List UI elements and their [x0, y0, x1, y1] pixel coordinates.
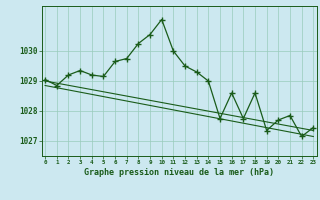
X-axis label: Graphe pression niveau de la mer (hPa): Graphe pression niveau de la mer (hPa): [84, 168, 274, 177]
